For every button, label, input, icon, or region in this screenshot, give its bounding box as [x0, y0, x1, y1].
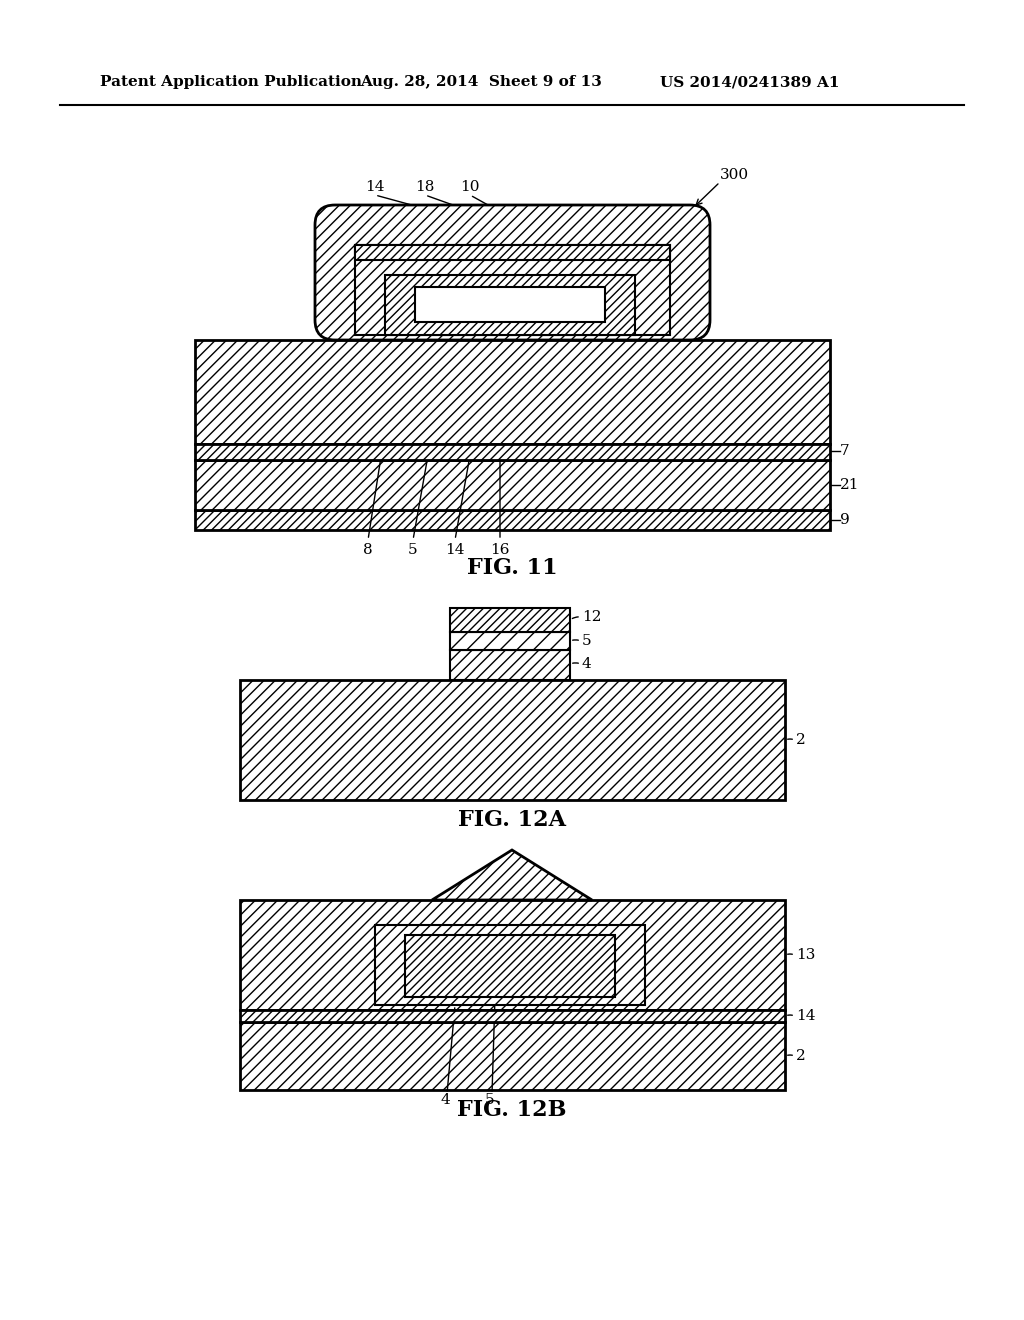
Text: 8: 8: [364, 543, 373, 557]
Text: 13: 13: [796, 948, 815, 962]
Bar: [240, 1022, 785, 1090]
Text: 12: 12: [582, 610, 601, 624]
Text: 4: 4: [582, 657, 592, 671]
Text: 10: 10: [460, 180, 480, 194]
Bar: [195, 459, 830, 510]
Text: FIG. 11: FIG. 11: [467, 557, 557, 579]
Bar: [375, 925, 645, 1005]
Bar: [355, 246, 670, 335]
Bar: [240, 680, 785, 800]
Text: US 2014/0241389 A1: US 2014/0241389 A1: [660, 75, 840, 88]
Text: 21: 21: [840, 478, 859, 492]
Text: FIG. 12A: FIG. 12A: [458, 809, 566, 832]
Text: 14: 14: [445, 543, 465, 557]
Text: 9: 9: [840, 513, 850, 527]
Text: 5: 5: [485, 1093, 495, 1107]
Text: 14: 14: [796, 1008, 815, 1023]
Bar: [450, 609, 570, 632]
Bar: [385, 275, 635, 335]
Text: 5: 5: [409, 543, 418, 557]
Bar: [406, 935, 615, 997]
Polygon shape: [432, 850, 592, 900]
Text: 300: 300: [720, 168, 750, 182]
Bar: [195, 341, 830, 444]
Bar: [240, 1010, 785, 1022]
Text: Aug. 28, 2014  Sheet 9 of 13: Aug. 28, 2014 Sheet 9 of 13: [360, 75, 602, 88]
Bar: [195, 444, 830, 459]
Text: 14: 14: [366, 180, 385, 194]
Text: 2: 2: [796, 733, 806, 747]
Text: 18: 18: [416, 180, 434, 194]
Text: Patent Application Publication: Patent Application Publication: [100, 75, 362, 88]
Bar: [240, 900, 785, 1010]
Bar: [415, 286, 605, 322]
Text: 3: 3: [680, 268, 689, 282]
Bar: [355, 246, 670, 260]
Text: 5: 5: [582, 634, 592, 648]
Text: 2: 2: [796, 1049, 806, 1063]
Text: FIG. 12B: FIG. 12B: [458, 1100, 566, 1121]
FancyBboxPatch shape: [315, 205, 710, 341]
Bar: [450, 649, 570, 680]
Bar: [195, 510, 830, 531]
Bar: [450, 632, 570, 649]
Text: 16: 16: [490, 543, 510, 557]
Text: 4: 4: [440, 1093, 450, 1107]
Text: 7: 7: [840, 444, 850, 458]
